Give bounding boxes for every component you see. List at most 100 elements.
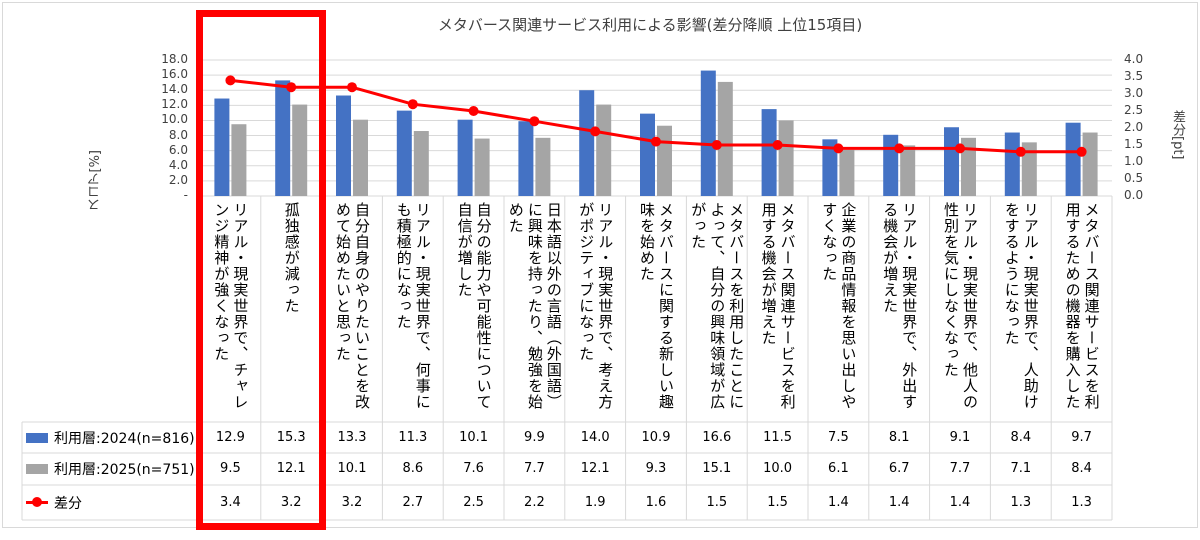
y2-tick-label: 1.0 — [1124, 154, 1144, 168]
table-cell: 8.6 — [402, 461, 424, 476]
table-cell: 7.6 — [463, 461, 484, 476]
category-label: リアル・現実世界で、何事にも積極的になった — [394, 202, 432, 410]
table-cell: 1.3 — [1010, 494, 1032, 510]
legend-row: 差分 — [26, 485, 82, 520]
diff-point — [225, 75, 236, 86]
y-tick-label: 12.0 — [161, 97, 188, 112]
category-label: リアル・現実世界で、チャレンジ精神が強くなった — [212, 202, 250, 410]
diff-point — [894, 143, 905, 154]
legend-label: 利用層:2025(n=751) — [54, 462, 195, 478]
table-cell: 12.1 — [580, 461, 610, 476]
table-cell: 2.2 — [524, 494, 545, 510]
bar-2024 — [214, 98, 230, 196]
y-tick-label: - — [183, 188, 188, 202]
bar-2024 — [275, 80, 291, 196]
y2-tick-label: 2.0 — [1124, 120, 1144, 134]
legend-label: 利用層:2024(n=816) — [54, 430, 195, 447]
y-tick-label: 18.0 — [161, 52, 188, 66]
bar-2025 — [961, 137, 976, 196]
y-tick-label: 6.0 — [168, 142, 188, 157]
table-cell: 9.3 — [645, 461, 667, 476]
bar-2025 — [596, 104, 612, 196]
category-label: 自分自身のやりたいことを改めて始めたいと思った — [334, 202, 371, 410]
table-cell: 8.4 — [1010, 429, 1032, 445]
y2-tick-label: 0.0 — [1124, 188, 1144, 202]
y2-tick-label: 2.5 — [1124, 103, 1144, 117]
diff-point — [772, 140, 783, 150]
category-label: リアル・現実世界で、外出する機会が増えた — [881, 202, 919, 410]
bar-2025 — [839, 149, 855, 196]
table-cell: 10.1 — [337, 461, 367, 476]
table-cell: 11.5 — [763, 429, 793, 445]
diff-point — [529, 116, 540, 127]
diff-point — [286, 82, 297, 93]
table-cell: 7.1 — [1010, 461, 1032, 476]
y-tick-label: 8.0 — [168, 127, 188, 142]
table-cell: 3.2 — [280, 494, 302, 510]
table-cell: 2.5 — [463, 494, 484, 510]
category-label: メタバース関連サービスを利用する機会が増えた — [759, 202, 797, 410]
bar-2024 — [1004, 132, 1020, 196]
table-cell: 12.1 — [276, 461, 306, 476]
legend-label: 差分 — [54, 495, 82, 512]
category-label: 企業の商品情報を思い出しやすくなった — [820, 202, 858, 410]
bar-2024 — [396, 110, 412, 196]
bar-2024 — [944, 127, 959, 196]
category-label: メタバースに関する新しい趣味を始めた — [638, 202, 675, 410]
bar-2024 — [518, 121, 534, 196]
diff-point — [651, 136, 661, 147]
highlight-box — [196, 10, 326, 530]
bar-2024 — [761, 109, 777, 196]
table-cell: 7.7 — [524, 461, 545, 476]
bar-2024 — [1065, 122, 1081, 196]
legend-swatch — [26, 464, 48, 474]
table-cell: 3.2 — [341, 494, 363, 510]
diff-point — [407, 99, 418, 110]
legend-row: 利用層:2025(n=751) — [26, 453, 195, 485]
table-cell: 10.0 — [763, 461, 793, 476]
bar-2025 — [353, 119, 368, 196]
table-cell: 1.3 — [1071, 494, 1092, 510]
y2-tick-label: 0.5 — [1124, 171, 1144, 185]
table-cell: 6.7 — [888, 461, 910, 476]
bar-2025 — [900, 145, 916, 196]
bar-2024 — [579, 90, 595, 196]
table-cell: 7.5 — [828, 429, 849, 445]
bar-2024 — [640, 113, 655, 196]
bar-2025 — [717, 81, 733, 196]
table-cell: 10.1 — [459, 429, 489, 445]
table-cell: 3.4 — [220, 494, 241, 510]
y2-tick-label: 4.0 — [1124, 52, 1144, 66]
legend-line-marker — [26, 497, 48, 507]
diff-point — [590, 126, 601, 137]
table-cell: 1.6 — [645, 494, 667, 510]
table-cell: 15.3 — [276, 429, 306, 445]
y-tick-label: 4.0 — [168, 157, 188, 172]
table-cell: 1.5 — [767, 494, 788, 510]
table-cell: 10.9 — [641, 429, 671, 445]
table-cell: 6.1 — [828, 461, 849, 476]
diff-point — [711, 140, 722, 150]
y-tick-label: 2.0 — [168, 172, 188, 187]
table-cell: 16.6 — [702, 429, 732, 445]
category-label: リアル・現実世界で、考え方がポジティブになった — [577, 202, 615, 410]
y2-tick-label: 1.5 — [1124, 137, 1144, 151]
diff-point — [1076, 146, 1087, 157]
category-label: 日本語以外の言語（外国語）に興味を持ったり、勉強を始めた — [506, 202, 563, 410]
bar-2024 — [883, 134, 899, 196]
bar-2025 — [778, 120, 794, 196]
table-cell: 9.1 — [949, 429, 971, 445]
bar-2024 — [700, 70, 716, 196]
bar-2024 — [457, 119, 473, 196]
bar-2024 — [336, 95, 351, 196]
legend-row: 利用層:2024(n=816) — [26, 422, 195, 453]
table-cell: 1.9 — [584, 494, 606, 510]
y-tick-label: 14.0 — [161, 82, 188, 97]
bar-2025 — [535, 137, 551, 196]
table-cell: 2.7 — [402, 494, 424, 510]
y2-axis-label: 差分[pt] — [1170, 110, 1185, 160]
table-cell: 1.5 — [706, 494, 728, 510]
table-cell: 1.4 — [888, 494, 910, 510]
bar-2025 — [474, 138, 490, 196]
category-label: リアル・現実世界で、他人の性別を気にしなくなった — [942, 202, 979, 410]
